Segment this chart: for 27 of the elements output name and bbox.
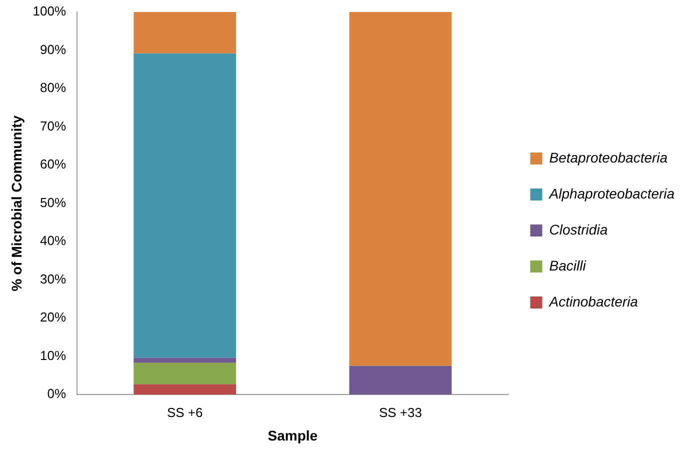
y-tick-label: 60% bbox=[40, 156, 66, 172]
y-tick-label: 90% bbox=[40, 42, 66, 57]
y-tick-label: 30% bbox=[40, 271, 66, 286]
legend-label: Bacilli bbox=[549, 257, 587, 274]
bar bbox=[134, 12, 236, 54]
legend-label: Clostridia bbox=[549, 221, 608, 238]
bar bbox=[134, 362, 236, 384]
bar bbox=[349, 366, 452, 395]
y-tick-label: 70% bbox=[40, 118, 66, 134]
bar bbox=[134, 358, 236, 363]
y-tick-label: 0% bbox=[47, 386, 66, 402]
y-axis-title: % of Microbial Community bbox=[8, 115, 24, 292]
y-tick-label: 10% bbox=[40, 348, 66, 363]
legend-label: Betaproteobacteria bbox=[549, 149, 668, 166]
x-axis-title: Sample bbox=[268, 427, 318, 444]
legend-label: Alphaproteobacteria bbox=[548, 185, 675, 202]
bar bbox=[349, 12, 452, 366]
y-tick-label: 20% bbox=[40, 310, 66, 325]
bar bbox=[134, 53, 236, 358]
y-tick-label: 40% bbox=[40, 233, 66, 248]
x-tick-label: SS +6 bbox=[166, 404, 203, 420]
y-tick-label: 80% bbox=[40, 80, 66, 96]
x-tick-label: SS +33 bbox=[378, 404, 422, 420]
bar bbox=[134, 384, 236, 395]
y-tick-label: 100% bbox=[32, 4, 66, 19]
y-tick-label: 50% bbox=[40, 194, 66, 210]
legend-label: Actinobacteria bbox=[548, 293, 638, 310]
